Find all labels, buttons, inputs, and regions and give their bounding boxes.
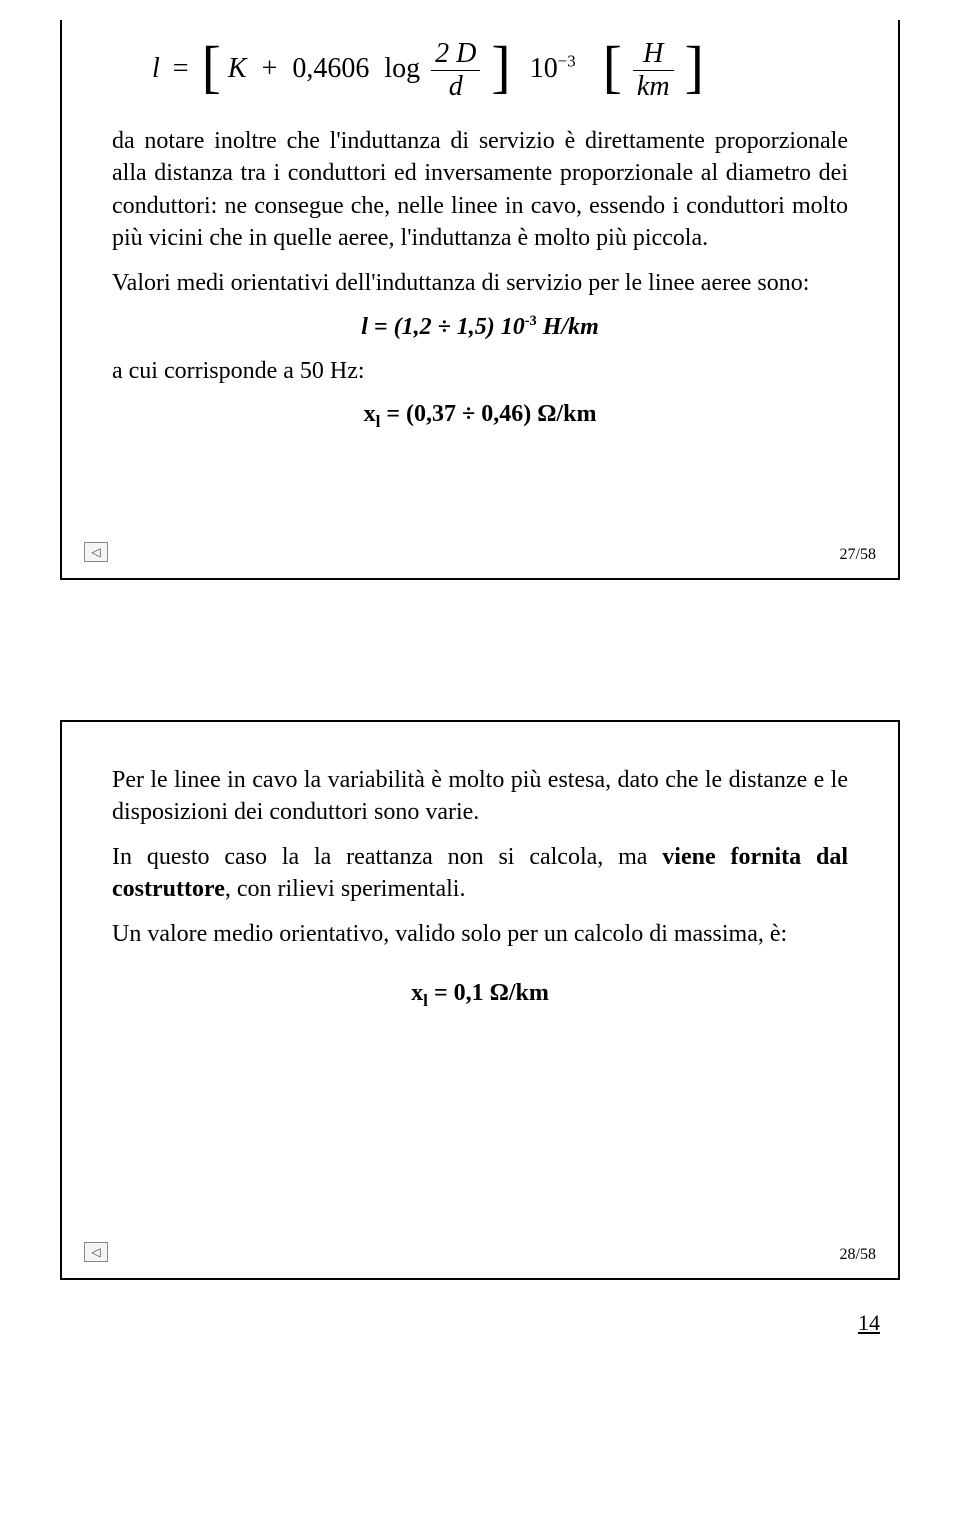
paragraph-3: a cui corrisponde a 50 Hz:: [112, 355, 848, 387]
formula-xl-range: xl = (0,37 ÷ 0,46) Ω/km: [112, 401, 848, 432]
var-K: K: [228, 53, 247, 84]
p28-2c: , con rilievi sperimentali.: [225, 876, 466, 902]
slide-number-28: 28/58: [840, 1246, 876, 1264]
formula-xl-cable: xl = 0,1 Ω/km: [112, 980, 848, 1011]
bracket-open-1: [: [202, 41, 221, 99]
paragraph-28-2: In questo caso la la reattanza non si ca…: [112, 841, 848, 906]
exp-3: −3: [558, 52, 576, 71]
slide-27: l = [ K + 0,4606 log 2 D d ] 10−3 [ H km…: [60, 20, 900, 580]
op-plus: +: [262, 53, 278, 84]
page-number: 14: [20, 1310, 940, 1336]
formula-l-text: l = (1,2 ÷ 1,5) 10-3 H/km: [361, 314, 599, 340]
mult-10: 10: [530, 53, 558, 84]
frac-den: d: [431, 71, 480, 101]
back-icon[interactable]: ◁: [84, 542, 108, 562]
var-l: l: [152, 53, 160, 84]
bracket-close-1: ]: [491, 41, 510, 99]
const: 0,4606: [292, 53, 369, 84]
paragraph-2: Valori medi orientativi dell'induttanza …: [112, 267, 848, 299]
formula-xl-text: xl = (0,37 ÷ 0,46) Ω/km: [364, 401, 597, 427]
page-container: l = [ K + 0,4606 log 2 D d ] 10−3 [ H km…: [0, 20, 960, 1366]
formula-xl-cable-text: xl = 0,1 Ω/km: [411, 980, 549, 1006]
unit-den: km: [633, 71, 674, 101]
paragraph-28-3: Un valore medio orientativo, valido solo…: [112, 918, 848, 950]
op-eq: =: [173, 53, 189, 84]
frac-2d-d: 2 D d: [431, 40, 480, 101]
unit-num: H: [633, 40, 674, 71]
formula-inductance: l = [ K + 0,4606 log 2 D d ] 10−3 [ H km…: [152, 40, 848, 101]
paragraph-1: da notare inoltre che l'induttanza di se…: [112, 125, 848, 255]
slide-gap: [20, 590, 940, 700]
frac-h-km: H km: [633, 40, 674, 101]
slide-number-27: 27/58: [840, 546, 876, 564]
frac-num: 2 D: [431, 40, 480, 71]
bracket-close-2: ]: [685, 41, 704, 99]
slide-28: Per le linee in cavo la variabilità è mo…: [60, 720, 900, 1280]
back-icon[interactable]: ◁: [84, 1242, 108, 1262]
paragraph-28-1: Per le linee in cavo la variabilità è mo…: [112, 764, 848, 829]
bracket-open-2: [: [603, 41, 622, 99]
formula-l-range: l = (1,2 ÷ 1,5) 10-3 H/km: [112, 313, 848, 341]
p28-2a: In questo caso la la reattanza non si ca…: [112, 844, 662, 870]
log: log: [384, 53, 420, 84]
